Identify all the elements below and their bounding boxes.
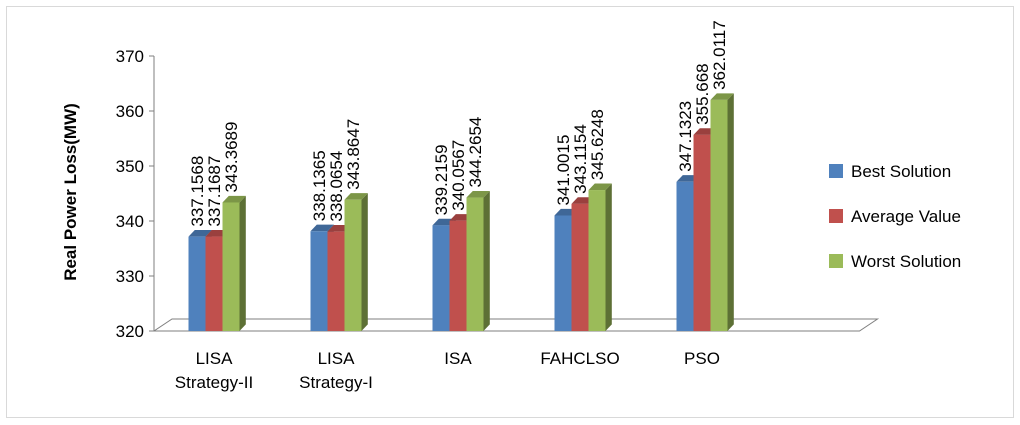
bar-worst-solution: [466, 190, 490, 331]
legend-label: Best Solution: [851, 162, 951, 181]
data-label: 337.1687: [205, 156, 224, 227]
x-tick-label: ISA: [444, 349, 472, 368]
bar-front: [344, 199, 362, 331]
data-label: 339.2159: [432, 144, 451, 215]
data-label: 343.8647: [344, 119, 363, 190]
bar-top: [188, 230, 212, 237]
legend-swatch: [829, 164, 843, 178]
y-tick-label: 340: [116, 212, 144, 231]
bar-top: [466, 190, 490, 198]
bar-front: [327, 231, 345, 331]
bar-worst-solution: [588, 183, 612, 331]
y-tick-label: 350: [116, 157, 144, 176]
x-tick-label: LISA: [318, 349, 356, 368]
bar-worst-solution: [222, 195, 246, 331]
data-label: 345.6248: [588, 109, 607, 180]
data-label: 337.1568: [188, 156, 207, 227]
legend-label: Average Value: [851, 207, 961, 226]
bar-front: [466, 197, 484, 331]
bar-top: [588, 183, 612, 191]
bar-worst-solution: [710, 93, 734, 331]
bar-side: [483, 190, 490, 331]
data-label: 338.0654: [327, 151, 346, 222]
bar-front: [222, 202, 240, 331]
data-label: 343.3689: [222, 122, 241, 193]
x-tick-label: Strategy-I: [299, 373, 373, 392]
bar-top: [344, 193, 368, 200]
bar-side: [361, 193, 368, 331]
y-axis-label: Real Power Loss(MW): [61, 103, 80, 281]
bar-front: [676, 181, 694, 331]
data-label: 341.0015: [554, 135, 573, 206]
legend: Best Solution Average Value Worst Solution: [829, 162, 961, 271]
data-label: 362.0117: [710, 20, 729, 90]
data-label: 344.2654: [466, 117, 485, 188]
x-axis-ticks: LISA Strategy-II LISA Strategy-I ISA FAHCLSO P…: [175, 349, 720, 392]
y-tick-label: 330: [116, 267, 144, 286]
bar-side: [605, 183, 612, 331]
bar-front: [554, 215, 572, 331]
bar-top: [710, 93, 734, 100]
y-tick-label: 370: [116, 47, 144, 66]
chart-floor: [152, 318, 880, 332]
bar-front: [432, 225, 450, 331]
bar-worst-solution: [344, 193, 368, 331]
y-tick-label: 360: [116, 102, 144, 121]
x-tick-label: LISA: [196, 349, 234, 368]
bar-front: [571, 203, 589, 331]
y-tick-label: 320: [116, 322, 144, 341]
data-label: 340.0567: [449, 140, 468, 211]
legend-swatch: [829, 254, 843, 268]
data-label: 343.1154: [571, 124, 590, 194]
chart-frame: [6, 6, 1014, 418]
x-tick-label: PSO: [684, 349, 720, 368]
data-label: 347.1323: [676, 101, 695, 172]
x-tick-label: FAHCLSO: [540, 349, 619, 368]
bar-top: [310, 224, 334, 232]
legend-label: Worst Solution: [851, 252, 961, 271]
bar-front: [588, 190, 606, 331]
data-label: 338.1365: [310, 150, 329, 221]
bars: [188, 93, 734, 331]
x-tick-label: Strategy-II: [175, 373, 253, 392]
bar-front: [188, 236, 206, 331]
bar-front: [449, 220, 467, 331]
bar-top: [222, 195, 246, 203]
bar-front: [710, 99, 728, 331]
bar-side: [727, 93, 734, 331]
bar-side: [239, 195, 246, 331]
bar-front: [693, 134, 711, 331]
bar-front: [310, 231, 328, 331]
data-label: 355.668: [693, 63, 712, 124]
bar-front: [205, 236, 223, 331]
legend-swatch: [829, 209, 843, 223]
